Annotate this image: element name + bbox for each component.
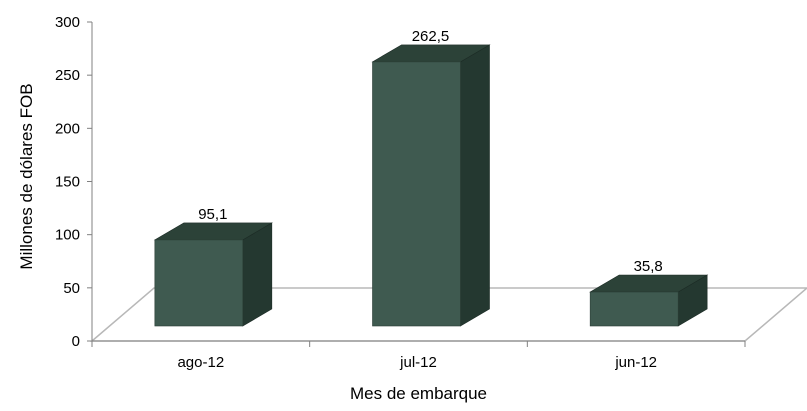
- x-tick-label: jun-12: [614, 354, 657, 371]
- bar-side-face: [242, 222, 273, 327]
- x-tick-label: jul-12: [399, 354, 437, 371]
- bars: [153, 44, 709, 327]
- x-tick-label: ago-12: [177, 354, 224, 371]
- bar-value-label: 95,1: [198, 206, 227, 223]
- y-tick-label: 0: [72, 333, 80, 350]
- bar-value-label: 262,5: [412, 28, 450, 45]
- x-axis-title: Mes de embarque: [350, 384, 487, 403]
- bar-value-label: 35,8: [634, 258, 663, 275]
- bar: [371, 44, 491, 327]
- y-axis-title: Millones de dólares FOB: [17, 83, 36, 269]
- axes: 0 50 100 150 200 250 300: [55, 14, 746, 350]
- bar: [589, 274, 709, 327]
- y-tick-label: 50: [63, 280, 80, 297]
- y-tick-label: 250: [55, 67, 80, 84]
- bar-front-face: [154, 239, 244, 327]
- y-tick-label: 150: [55, 174, 80, 191]
- bar: [153, 222, 273, 327]
- bar-side-face: [460, 44, 490, 327]
- y-tick-label: 100: [55, 227, 80, 244]
- data-labels: 95,1 ago-12 262,5 jul-12 35,8 jun-12: [177, 28, 662, 371]
- bar-front-face: [372, 61, 461, 327]
- y-tick-label: 300: [55, 14, 80, 31]
- y-tick-label: 200: [55, 120, 80, 137]
- bar-front-face: [589, 291, 679, 327]
